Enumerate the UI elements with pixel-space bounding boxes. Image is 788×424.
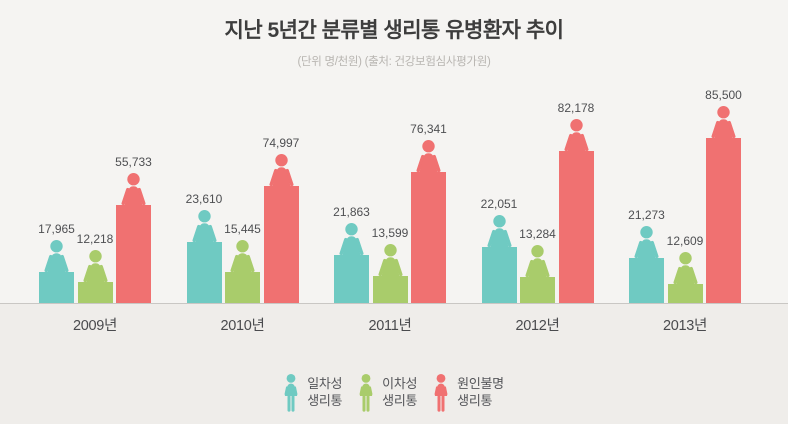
value-label: 74,997	[262, 135, 300, 150]
pictogram-bar: 17,965	[38, 221, 75, 303]
woman-figure-icon	[525, 244, 550, 278]
pictogram-bar: 82,178	[557, 100, 595, 303]
pictogram-bar: 12,218	[76, 231, 114, 303]
year-group: 22,051 13,284 82,178 2012년	[480, 100, 595, 334]
woman-figure-icon	[563, 118, 588, 152]
value-label: 12,609	[666, 233, 704, 248]
value-label: 15,445	[224, 221, 261, 236]
bar-rect	[481, 246, 517, 303]
bar-rect	[334, 254, 369, 303]
chart-plot-area: 17,965 12,218 55,733 2009년 23,610 15,445 74,99…	[38, 0, 742, 334]
chart-subtitle: (단위 명/천원) (출처: 건강보험심사평가원)	[297, 56, 491, 68]
pictogram-bar: 74,997	[262, 135, 300, 303]
woman-figure-icon	[268, 153, 293, 187]
bar-rect	[667, 283, 703, 303]
year-group: 23,610 15,445 74,997 2010년	[185, 135, 300, 334]
category-label: 2010년	[220, 317, 265, 334]
year-group: 17,965 12,218 55,733 2009년	[38, 154, 152, 334]
chart-title: 지난 5년간 분류별 생리통 유병환자 추이	[224, 19, 564, 42]
woman-figure-icon	[416, 139, 441, 173]
woman-figure-icon	[672, 251, 697, 285]
bar-rect	[411, 171, 446, 303]
value-label: 12,218	[76, 231, 114, 246]
pictogram-bar: 23,610	[185, 191, 223, 303]
woman-figure-icon	[230, 239, 255, 273]
year-group: 21,863 13,599 76,341 2011년	[333, 121, 447, 334]
legend-item: 이차성 생리통	[359, 374, 417, 412]
woman-figure-icon	[121, 172, 146, 206]
category-label: 2009년	[72, 317, 118, 334]
pictogram-bar: 76,341	[410, 121, 447, 303]
legend-label-line2: 생리통	[457, 393, 493, 408]
pictogram-bar: 15,445	[224, 221, 261, 303]
woman-figure-icon	[486, 214, 511, 248]
woman-figure-icon	[82, 249, 107, 283]
value-label: 22,051	[480, 196, 518, 211]
bar-rect	[186, 241, 222, 303]
legend-label-line1: 이차성	[382, 376, 418, 392]
value-label: 76,341	[410, 121, 447, 136]
value-label: 55,733	[115, 154, 152, 169]
below-baseline-band	[0, 304, 788, 424]
value-label: 13,599	[371, 225, 409, 240]
year-group: 21,273 12,609 85,500 2013년	[628, 87, 742, 334]
legend-label-line1: 일차성	[307, 376, 343, 392]
bar-rect	[225, 271, 260, 303]
bar-rect	[629, 257, 664, 303]
bar-rect	[520, 276, 555, 303]
value-label: 21,863	[333, 204, 370, 219]
value-label: 13,284	[519, 226, 556, 241]
pictogram-bar: 22,051	[480, 196, 518, 303]
value-label: 17,965	[38, 221, 75, 236]
category-label: 2013년	[662, 317, 708, 334]
pictogram-bar: 21,273	[628, 207, 665, 303]
bar-rect	[77, 281, 113, 303]
bar-rect	[116, 204, 151, 303]
x-axis-baseline	[0, 302, 788, 304]
woman-legend-icon	[284, 374, 298, 412]
category-label: 2011년	[368, 317, 412, 334]
woman-figure-icon	[339, 222, 364, 256]
legend-label-line2: 생리통	[382, 393, 418, 408]
bar-rect	[263, 185, 299, 303]
chart-legend: 일차성 생리통 이차성 생리통 원인불명 생리통	[0, 370, 788, 416]
value-label: 82,178	[557, 100, 595, 115]
legend-label: 일차성 생리통	[307, 376, 342, 410]
legend-label-line2: 생리통	[307, 393, 343, 408]
legend-item: 원인불명 생리통	[434, 374, 504, 412]
woman-figure-icon	[191, 209, 216, 243]
category-label: 2012년	[515, 317, 560, 334]
legend-item: 일차성 생리통	[284, 374, 342, 412]
pictogram-bar: 13,284	[519, 226, 556, 303]
woman-legend-icon	[434, 374, 448, 412]
value-label: 85,500	[705, 87, 742, 102]
woman-figure-icon	[711, 105, 736, 139]
woman-figure-icon	[377, 243, 402, 277]
bar-rect	[39, 271, 74, 303]
pictogram-bar: 21,863	[333, 204, 370, 303]
pictogram-bar: 55,733	[115, 154, 152, 303]
legend-label-line1: 원인불명	[457, 376, 504, 392]
legend-label: 원인불명 생리통	[457, 376, 504, 410]
legend-label: 이차성 생리통	[382, 376, 417, 410]
value-label: 23,610	[185, 191, 223, 206]
bar-rect	[558, 150, 594, 303]
bar-rect	[372, 275, 408, 303]
woman-legend-icon	[359, 374, 373, 412]
pictogram-bar: 85,500	[705, 87, 742, 303]
pictogram-bar: 13,599	[371, 225, 409, 303]
woman-figure-icon	[44, 239, 69, 273]
bar-rect	[706, 137, 741, 303]
woman-figure-icon	[634, 225, 659, 259]
pictogram-bar: 12,609	[666, 233, 704, 303]
value-label: 21,273	[628, 207, 665, 222]
